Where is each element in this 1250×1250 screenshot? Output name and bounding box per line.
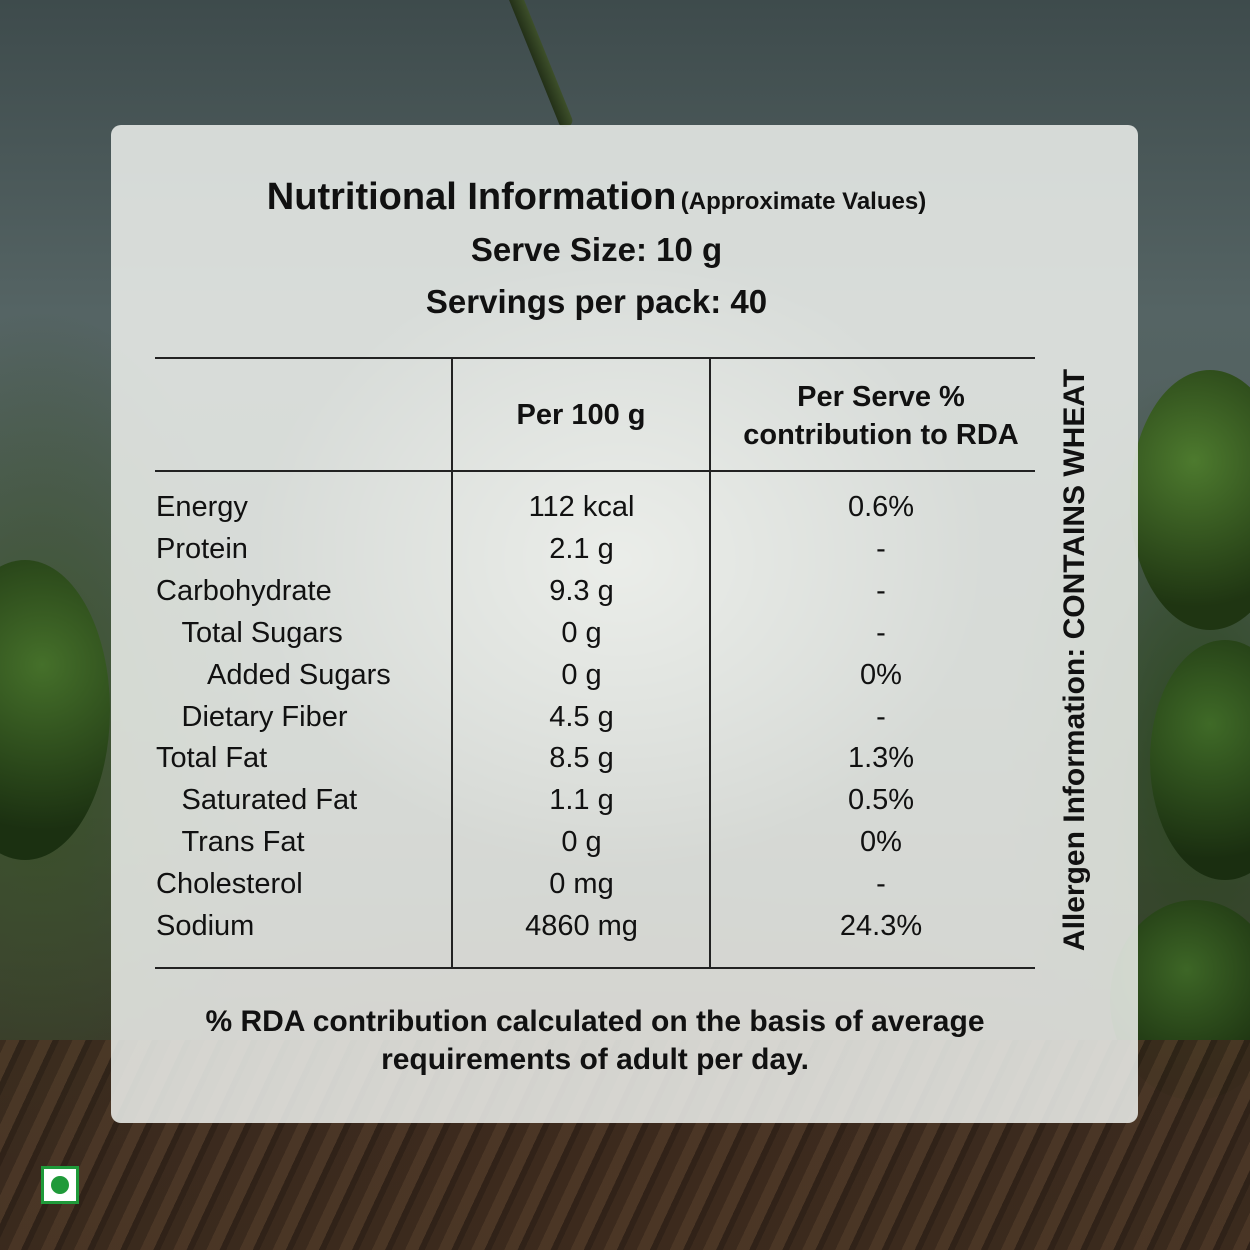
rda-footnote-line1: % RDA contribution calculated on the bas… xyxy=(205,1005,985,1038)
column-header-rda-line1: Per Serve % xyxy=(797,381,965,413)
per-100g-value: 4.5 g xyxy=(549,700,614,733)
rda-footnote-line2: requirements of adult per day. xyxy=(381,1043,809,1076)
table-row: Total Sugars 0 g - xyxy=(0,617,1035,659)
title-text: Nutritional Information xyxy=(266,176,677,218)
rda-value: - xyxy=(876,616,886,649)
veg-mark-icon xyxy=(41,1166,79,1204)
servings-per-pack: Servings per pack: 40 xyxy=(425,283,768,320)
nutrient-name: Trans Fat xyxy=(181,826,305,859)
nutrient-name: Total Sugars xyxy=(181,616,343,649)
per-100g-value: 2.1 g xyxy=(549,532,614,565)
nutrition-panel xyxy=(111,125,1138,1123)
per-100g-value: 4860 mg xyxy=(525,910,638,942)
nutrient-name: Added Sugars xyxy=(207,658,391,691)
table-row: Sodium 4860 mg 24.3% xyxy=(0,910,1035,952)
table-row: Energy 112 kcal 0.6% xyxy=(0,491,1035,533)
rda-value: - xyxy=(876,574,886,607)
table-top-rule xyxy=(155,357,1035,359)
rda-value: 0% xyxy=(860,826,902,859)
table-row: Carbohydrate 9.3 g - xyxy=(0,575,1035,617)
page-title: Nutritional Information (Approximate Val… xyxy=(0,176,1193,219)
per-100g-value: 8.5 g xyxy=(549,742,614,775)
table-row: Total Fat 8.5 g 1.3% xyxy=(0,742,1035,784)
nutrient-name: Total Fat xyxy=(156,742,268,775)
table-header-rule xyxy=(155,470,1035,472)
rda-value: 24.3% xyxy=(839,910,923,942)
rda-footnote: % RDA contribution calculated on the bas… xyxy=(111,1003,1079,1079)
rda-value: 1.3% xyxy=(847,742,915,775)
nutrient-name: Dietary Fiber xyxy=(181,700,348,733)
per-100g-value: 0 g xyxy=(561,616,602,649)
rda-value: - xyxy=(876,532,886,565)
per-100g-value: 112 kcal xyxy=(528,491,635,523)
nutrient-name: Saturated Fat xyxy=(181,784,358,817)
table-row: Protein 2.1 g - xyxy=(0,533,1035,575)
allergen-info: Allergen Information: CONTAINS WHEAT xyxy=(1058,368,1091,952)
table-bottom-rule xyxy=(155,967,1035,969)
table-row: Added Sugars 0 g 0% xyxy=(0,659,1035,701)
title-note: (Approximate Values) xyxy=(680,188,927,215)
fruit xyxy=(1150,640,1250,880)
rda-value: - xyxy=(876,700,886,733)
rda-value: 0.5% xyxy=(847,784,915,817)
nutrient-name: Protein xyxy=(156,532,248,565)
per-100g-value: 0 g xyxy=(561,658,602,691)
per-100g-value: 0 mg xyxy=(549,868,614,901)
nutrient-name: Sodium xyxy=(156,910,255,942)
per-100g-value: 0 g xyxy=(561,826,602,859)
nutrient-name: Energy xyxy=(156,491,248,523)
rda-value: 0% xyxy=(860,658,902,691)
per-100g-value: 9.3 g xyxy=(549,574,614,607)
serve-size: Serve Size: 10 g xyxy=(470,231,723,268)
fruit-stem xyxy=(505,0,575,130)
column-divider xyxy=(709,358,711,969)
nutrient-name: Cholesterol xyxy=(156,868,303,901)
fruit xyxy=(1130,370,1250,630)
column-divider xyxy=(451,358,453,969)
rda-value: 0.6% xyxy=(847,491,915,523)
table-row: Dietary Fiber 4.5 g - xyxy=(0,701,1035,743)
table-row: Saturated Fat 1.1 g 0.5% xyxy=(0,784,1035,826)
table-row: Cholesterol 0 mg - xyxy=(0,868,1035,910)
per-100g-value: 1.1 g xyxy=(549,784,614,817)
rda-value: - xyxy=(876,868,886,901)
column-header-per100: Per 100 g xyxy=(516,399,646,431)
veg-mark-dot xyxy=(51,1176,69,1194)
nutrient-name: Carbohydrate xyxy=(156,574,332,607)
table-row: Trans Fat 0 g 0% xyxy=(0,826,1035,868)
column-header-rda-line2: contribution to RDA xyxy=(743,419,1019,451)
column-header-rda: Per Serve % contribution to RDA xyxy=(711,378,1051,454)
